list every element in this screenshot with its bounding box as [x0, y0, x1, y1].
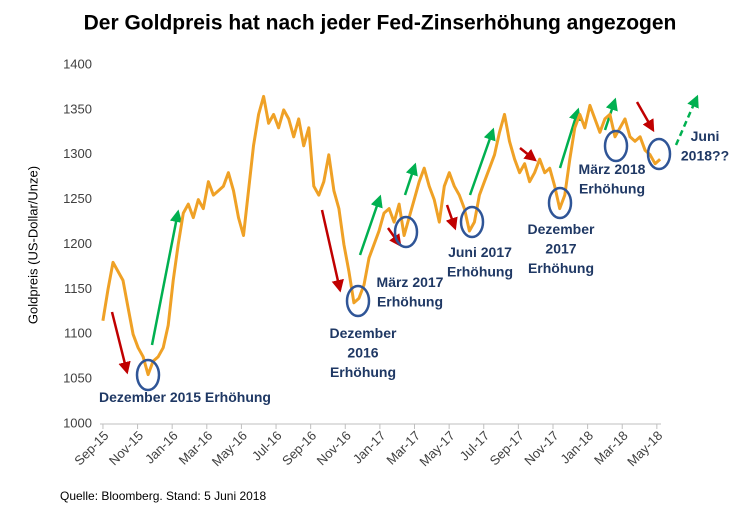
annotation-line: Erhöhung: [579, 180, 645, 196]
x-tick-label: Mar-17: [383, 428, 423, 468]
hike-circle: [135, 358, 161, 392]
annotation-line: 2017: [545, 240, 576, 256]
y-tick-label: 1000: [63, 415, 92, 430]
hike-circle: [603, 129, 629, 163]
x-tick-label: Nov-15: [106, 428, 146, 468]
x-tick-label: Mar-16: [176, 428, 216, 468]
x-tick-label: Sep-17: [487, 428, 527, 468]
source-note: Quelle: Bloomberg. Stand: 5 Juni 2018: [60, 489, 266, 503]
x-tick-label: May-18: [624, 428, 665, 469]
x-tick-label: Sep-16: [279, 428, 319, 468]
annotation: Dezember 2016 Erhöhung: [330, 325, 397, 380]
x-tick-label: Jan-18: [557, 428, 596, 467]
annotation: Juni 2018??: [681, 128, 729, 164]
y-tick-label: 1400: [63, 56, 92, 71]
annotation-line: März 2018: [579, 161, 646, 177]
x-tick-label: Nov-16: [314, 428, 354, 468]
annotation-line: Erhöhung: [377, 293, 443, 309]
annotation-line: Juni: [691, 128, 720, 144]
hike-circle: [393, 215, 419, 249]
chart-title: Der Goldpreis hat nach jeder Fed-Zinserh…: [84, 12, 677, 35]
x-tick-label: Jan-16: [142, 428, 181, 467]
y-tick-label: 1050: [63, 371, 92, 386]
annotation: Dezember 2017 Erhöhung: [528, 221, 595, 276]
y-axis-label: Goldpreis (US-Dollar/Unze): [25, 166, 40, 324]
annotation-line: Erhöhung: [447, 263, 513, 279]
y-tick-label: 1200: [63, 236, 92, 251]
annotation: März 2017 Erhöhung: [377, 274, 444, 310]
annotation-line: Erhöhung: [528, 260, 594, 276]
annotation-line: März 2017: [377, 274, 444, 290]
hike-circle: [345, 284, 371, 318]
hike-circle: [547, 186, 573, 220]
annotation-line: Juni 2017: [448, 244, 512, 260]
annotation-line: Dezember: [330, 325, 397, 341]
annotation-line: 2016: [347, 344, 378, 360]
hike-circle: [459, 205, 485, 239]
arrows: [110, 94, 699, 375]
annotation-line: Dezember 2015 Erhöhung: [99, 389, 271, 405]
annotation-line: Dezember: [528, 221, 595, 237]
y-tick-label: 1300: [63, 146, 92, 161]
x-tick-label: Nov-17: [521, 428, 561, 468]
hike-circle: [646, 137, 672, 171]
y-tick-label: 1350: [63, 101, 92, 116]
x-tick-label: May-17: [416, 428, 457, 469]
y-tick-label: 1150: [64, 281, 92, 296]
y-tick-label: 1100: [64, 326, 92, 341]
x-tick-label: May-16: [209, 428, 250, 469]
annotation: Juni 2017 Erhöhung: [447, 244, 513, 280]
annotation-line: 2018??: [681, 147, 729, 163]
x-tick-label: Sep-15: [71, 428, 111, 468]
x-tick-label: Mar-18: [591, 428, 631, 468]
annotation: März 2018 Erhöhung: [579, 161, 646, 197]
annotation: Dezember 2015 Erhöhung: [99, 389, 271, 405]
y-tick-label: 1250: [63, 191, 92, 206]
annotation-line: Erhöhung: [330, 364, 396, 380]
x-tick-label: Jan-17: [350, 428, 389, 467]
price-line: [101, 94, 662, 377]
